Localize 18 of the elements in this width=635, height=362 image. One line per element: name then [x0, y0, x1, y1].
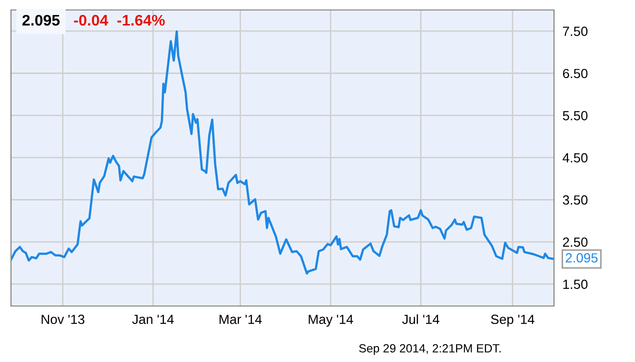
- x-tick-label: Nov '13: [42, 314, 84, 324]
- y-tick-label: 7.50: [563, 26, 588, 36]
- y-tick-label: 3.50: [562, 195, 588, 205]
- text: Sep 29 2014, 2:21PM EDT.: [359, 344, 501, 355]
- y-tick-label: 4.50: [562, 153, 588, 162]
- x-tick-label: Mar '14: [220, 314, 262, 324]
- annotation: 2.095: [566, 253, 598, 263]
- x-tick-label: May '14: [308, 314, 354, 327]
- chart-subtitle: -0.04 -1.64%: [74, 14, 165, 26]
- x-tick-label: Sep '14: [491, 314, 534, 327]
- line-series: [11, 30, 554, 275]
- x-tick-label: Jul '14: [402, 314, 440, 324]
- y-tick-label: 1.50: [563, 280, 588, 289]
- y-tick-label: 5.50: [562, 110, 588, 120]
- x-tick-label: Jan '14: [132, 314, 174, 324]
- y-tick-label: 6.50: [563, 68, 588, 78]
- y-tick-label: 2.50: [562, 237, 588, 247]
- chart-title: 2.095: [22, 14, 60, 26]
